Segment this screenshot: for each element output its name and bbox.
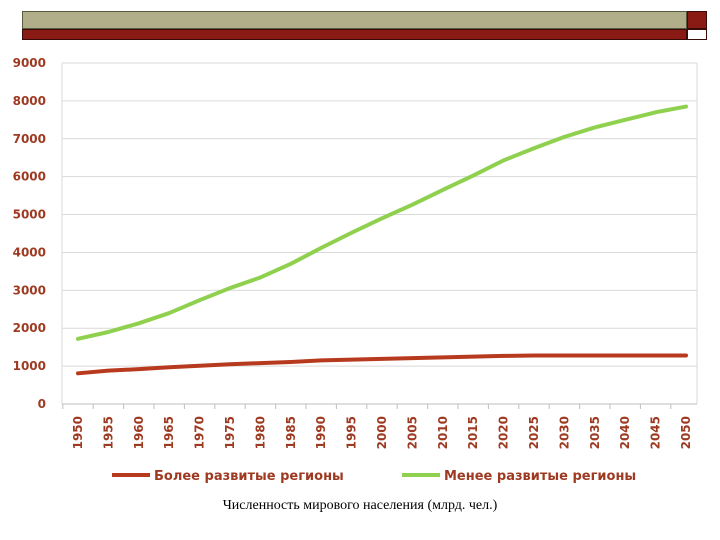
x-tick-label: 2005: [405, 416, 419, 449]
data-point: [168, 366, 170, 368]
x-tick-label: 2035: [588, 416, 602, 449]
chart-caption: Численность мирового населения (млрд. че…: [222, 498, 498, 513]
x-tick-label: 1955: [101, 416, 115, 449]
data-point: [107, 331, 109, 333]
data-point: [411, 357, 413, 359]
data-point: [381, 358, 383, 360]
x-tick-label: 2010: [436, 416, 450, 449]
header-olive-bar: [22, 11, 687, 29]
y-tick-label: 3000: [13, 283, 46, 297]
y-axis-ticks: 0 1000 2000 3000 4000 5000 6000 7000 8000 9000: [13, 56, 46, 411]
x-tick-label: 1960: [132, 416, 146, 449]
data-point: [320, 359, 322, 361]
x-tick-label: 1995: [345, 416, 359, 449]
data-point: [77, 338, 79, 340]
x-tick-label: 2045: [649, 416, 663, 449]
data-point: [290, 361, 292, 363]
data-point: [138, 322, 140, 324]
x-tick-label: 2040: [618, 416, 632, 449]
data-point: [259, 276, 261, 278]
legend-label-less-developed: Менее развитые регионы: [444, 469, 636, 484]
legend: Более развитые регионы Менее развитые ре…: [112, 469, 636, 484]
y-tick-label: 4000: [13, 245, 46, 259]
x-tick-label: 1970: [193, 416, 207, 449]
x-tick-label: 1990: [314, 416, 328, 449]
data-point: [351, 359, 353, 361]
data-point: [351, 232, 353, 234]
x-tick-label: 2015: [466, 416, 480, 449]
x-tick-label: 2050: [679, 416, 693, 449]
data-point: [442, 189, 444, 191]
data-point: [624, 355, 626, 357]
grid-lines: [61, 62, 698, 405]
data-point: [594, 355, 596, 357]
population-line-chart: 0 1000 2000 3000 4000 5000 6000 7000 8000 9000 19…: [13, 56, 698, 484]
x-tick-label: 1985: [284, 416, 298, 449]
x-tick-label: 1950: [71, 416, 85, 449]
y-tick-label: 8000: [13, 94, 46, 108]
series-line-developed: [76, 353, 688, 376]
header-white-square: [687, 29, 707, 40]
data-point: [655, 111, 657, 113]
series-lines: [76, 104, 688, 376]
data-point: [229, 363, 231, 365]
data-point: [563, 136, 565, 138]
header-red-square: [687, 11, 707, 29]
y-tick-label: 1000: [13, 359, 46, 373]
data-point: [655, 355, 657, 357]
y-tick-label: 2000: [13, 321, 46, 335]
y-tick-label: 7000: [13, 132, 46, 146]
x-tick-label: 2000: [375, 416, 389, 449]
data-point: [259, 362, 261, 364]
x-tick-label: 2025: [527, 416, 541, 449]
data-point: [533, 147, 535, 149]
y-tick-label: 5000: [13, 208, 46, 222]
x-tick-label: 1965: [162, 416, 176, 449]
data-point: [503, 355, 505, 357]
data-point: [685, 355, 687, 357]
data-point: [199, 299, 201, 301]
data-point: [563, 355, 565, 357]
data-point: [199, 365, 201, 367]
data-point: [381, 217, 383, 219]
data-point: [472, 175, 474, 177]
y-tick-label: 9000: [13, 56, 46, 70]
y-tick-label: 0: [38, 397, 46, 411]
x-axis-ticks: 1950 1955 1960 1965 1970 1975 1980 1985 1990 1995…: [62, 404, 693, 449]
x-tick-label: 2030: [557, 416, 571, 449]
data-point: [442, 356, 444, 358]
data-point: [685, 106, 687, 108]
data-point: [320, 247, 322, 249]
data-point: [138, 368, 140, 370]
header-band: [22, 11, 707, 41]
data-point: [107, 370, 109, 372]
x-tick-label: 2020: [497, 416, 511, 449]
data-point: [168, 312, 170, 314]
series-line-less-developed: [76, 104, 688, 341]
data-point: [533, 355, 535, 357]
data-point: [229, 287, 231, 289]
data-point: [411, 204, 413, 206]
data-point: [472, 356, 474, 358]
x-tick-label: 1980: [253, 416, 267, 449]
header-red-bar: [22, 29, 687, 40]
data-point: [594, 126, 596, 128]
data-point: [624, 119, 626, 121]
y-tick-label: 6000: [13, 170, 46, 184]
legend-label-developed: Более развитые регионы: [154, 469, 344, 484]
x-tick-label: 1975: [223, 416, 237, 449]
data-point: [77, 372, 79, 374]
data-point: [290, 263, 292, 265]
data-point: [503, 159, 505, 161]
